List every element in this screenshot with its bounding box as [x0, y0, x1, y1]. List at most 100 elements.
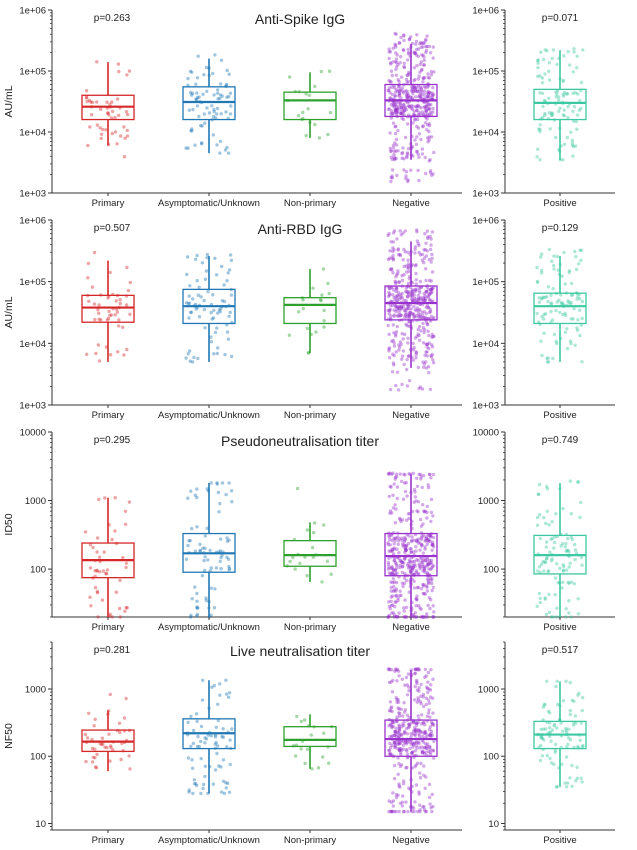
- data-point: [431, 615, 435, 619]
- data-point: [220, 790, 224, 794]
- data-point: [404, 170, 409, 174]
- data-point: [398, 102, 402, 106]
- data-point: [393, 731, 397, 735]
- data-point: [393, 108, 398, 112]
- data-point: [204, 596, 208, 600]
- data-point: [203, 326, 207, 330]
- data-point: [550, 111, 554, 115]
- data-point: [428, 287, 433, 292]
- data-point: [401, 794, 405, 798]
- data-point: [117, 113, 121, 118]
- data-point: [393, 279, 397, 283]
- data-point: [423, 121, 428, 125]
- data-point: [407, 314, 412, 318]
- data-point: [428, 733, 432, 737]
- chart-title: Anti-Spike IgG: [255, 11, 345, 27]
- data-point: [417, 155, 421, 159]
- data-point: [426, 581, 430, 585]
- data-point: [417, 74, 421, 78]
- data-point: [210, 317, 214, 321]
- data-point: [423, 558, 427, 563]
- box-iqr: [283, 297, 337, 325]
- data-point: [430, 352, 434, 357]
- data-point: [414, 53, 419, 57]
- data-point: [396, 698, 400, 702]
- data-point: [187, 294, 191, 298]
- data-point: [110, 100, 114, 104]
- data-point: [426, 136, 430, 140]
- data-point: [403, 710, 407, 714]
- data-point: [570, 784, 574, 788]
- data-point: [417, 338, 422, 342]
- data-point: [402, 782, 406, 786]
- data-point: [426, 75, 430, 80]
- data-point: [536, 147, 540, 151]
- data-point: [227, 564, 231, 569]
- data-point: [426, 295, 431, 299]
- box-iqr: [81, 294, 135, 323]
- data-point: [125, 134, 130, 138]
- data-point: [121, 325, 125, 329]
- data-point: [580, 563, 584, 567]
- y-tick-label: 1e+06: [472, 216, 499, 227]
- data-point: [413, 251, 417, 255]
- data-point: [543, 596, 547, 600]
- data-point: [412, 741, 416, 745]
- data-point: [92, 724, 96, 728]
- data-point: [398, 252, 402, 257]
- data-point: [392, 353, 396, 358]
- data-point: [403, 481, 407, 485]
- x-tick-label: Positive: [543, 410, 576, 421]
- data-point: [423, 565, 427, 569]
- data-point: [413, 765, 417, 769]
- data-point: [228, 310, 232, 315]
- data-point: [390, 571, 394, 576]
- data-point: [390, 157, 394, 162]
- data-point: [396, 742, 400, 746]
- data-point: [397, 784, 401, 788]
- data-point: [406, 672, 411, 676]
- data-point: [202, 307, 206, 312]
- data-point: [547, 96, 551, 101]
- data-point: [400, 722, 405, 726]
- data-point: [397, 85, 401, 89]
- data-point: [195, 76, 200, 80]
- data-point: [427, 292, 431, 297]
- data-point: [429, 497, 434, 502]
- data-point: [540, 268, 544, 273]
- data-point: [420, 751, 424, 755]
- data-point: [431, 696, 435, 700]
- data-point: [427, 122, 431, 126]
- data-point: [562, 142, 567, 147]
- data-point: [404, 286, 408, 290]
- data-point: [415, 484, 420, 488]
- data-point: [390, 603, 395, 607]
- data-point: [412, 487, 417, 492]
- data-point: [550, 536, 555, 540]
- data-point: [95, 752, 99, 757]
- data-point: [555, 341, 559, 346]
- data-point: [572, 47, 576, 51]
- data-point: [577, 691, 581, 695]
- data-point: [422, 63, 426, 67]
- data-point: [420, 749, 424, 753]
- data-point: [189, 310, 194, 314]
- data-point: [541, 317, 546, 321]
- data-point: [411, 750, 415, 754]
- data-point: [402, 157, 406, 161]
- data-point: [190, 360, 195, 364]
- data-point: [427, 782, 432, 787]
- data-point: [216, 91, 220, 96]
- data-point: [402, 38, 406, 43]
- data-point: [418, 566, 422, 571]
- data-point: [553, 576, 558, 580]
- data-point: [406, 354, 411, 359]
- data-point: [397, 742, 401, 746]
- data-point: [415, 334, 419, 339]
- data-point: [313, 122, 317, 127]
- data-point: [325, 559, 330, 563]
- data-point: [419, 536, 423, 540]
- data-point: [412, 315, 416, 320]
- data-point: [389, 240, 393, 244]
